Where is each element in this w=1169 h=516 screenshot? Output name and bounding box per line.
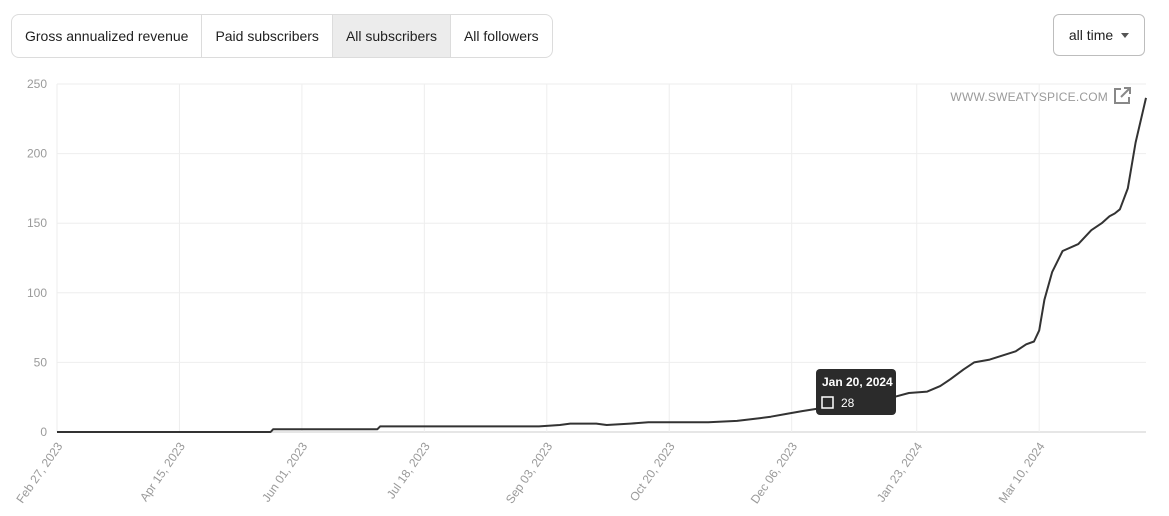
y-tick-label: 50: [34, 355, 48, 369]
y-tick-label: 200: [27, 147, 47, 161]
external-link-icon[interactable]: [1114, 87, 1131, 104]
y-tick-label: 150: [27, 216, 47, 230]
y-tick-label: 0: [40, 425, 47, 439]
x-tick-label: Apr 15, 2023: [137, 439, 188, 504]
watermark-text: WWW.SWEATYSPICE.COM: [950, 90, 1108, 104]
y-tick-label: 250: [27, 77, 47, 91]
time-range-select[interactable]: all time: [1053, 14, 1145, 56]
tab-all-subscribers[interactable]: All subscribers: [332, 15, 451, 57]
tooltip: Jan 20, 2024 28: [816, 369, 896, 415]
x-tick-label: Dec 06, 2023: [748, 439, 801, 506]
chevron-down-icon: [1121, 32, 1130, 38]
x-tick-label: Mar 10, 2024: [996, 439, 1048, 505]
x-tick-label: Oct 20, 2023: [627, 439, 678, 504]
tab-paid-subscribers[interactable]: Paid subscribers: [202, 15, 333, 57]
y-tick-label: 100: [27, 286, 47, 300]
x-tick-label: Feb 27, 2023: [13, 439, 65, 505]
x-tick-label: Jun 01, 2023: [259, 439, 310, 504]
series-line: [57, 97, 1147, 433]
tooltip-value: 28: [841, 396, 855, 410]
tab-all-followers[interactable]: All followers: [463, 28, 539, 44]
metric-tabs: Gross annualized revenue Paid subscriber…: [11, 14, 553, 58]
tooltip-date: Jan 20, 2024: [822, 375, 893, 389]
x-tick-label: Jan 23, 2024: [874, 439, 925, 504]
x-tick-label: Sep 03, 2023: [503, 439, 556, 506]
x-tick-label: Jul 18, 2023: [384, 439, 433, 501]
series-swatch-icon: [821, 396, 834, 409]
tab-gross-annualized-revenue[interactable]: Gross annualized revenue: [12, 15, 203, 57]
time-range-value: all time: [1068, 27, 1114, 43]
